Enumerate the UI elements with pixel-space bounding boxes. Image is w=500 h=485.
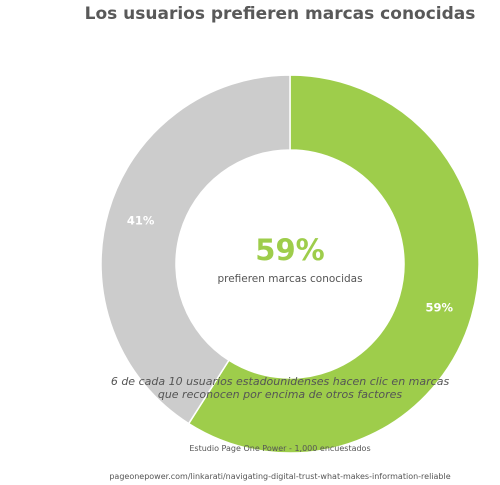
donut-slices [100,74,480,454]
donut-slice-1 [187,74,480,454]
source-note: Estudio Page One Power - 1,000 encuestad… [189,444,371,453]
center-value: 59% [255,233,324,267]
slice-label-1: 59% [426,300,454,314]
donut-slice-2 [100,74,291,425]
annotation: 6 de cada 10 usuarios estadounidenses ha… [60,375,500,401]
slice-label-2: 41% [127,214,155,228]
annotation-line-2: que reconocen por encima de otros factor… [157,388,403,401]
source-url: pageonepower.com/linkarati/navigating-di… [109,472,451,481]
chart-title: Los usuarios prefieren marcas conocidas [84,4,476,24]
annotation-line-1: 6 de cada 10 usuarios estadounidenses ha… [110,375,450,388]
center-label: prefieren marcas conocidas [217,273,362,285]
slice-labels: 59% 41% [127,214,454,315]
